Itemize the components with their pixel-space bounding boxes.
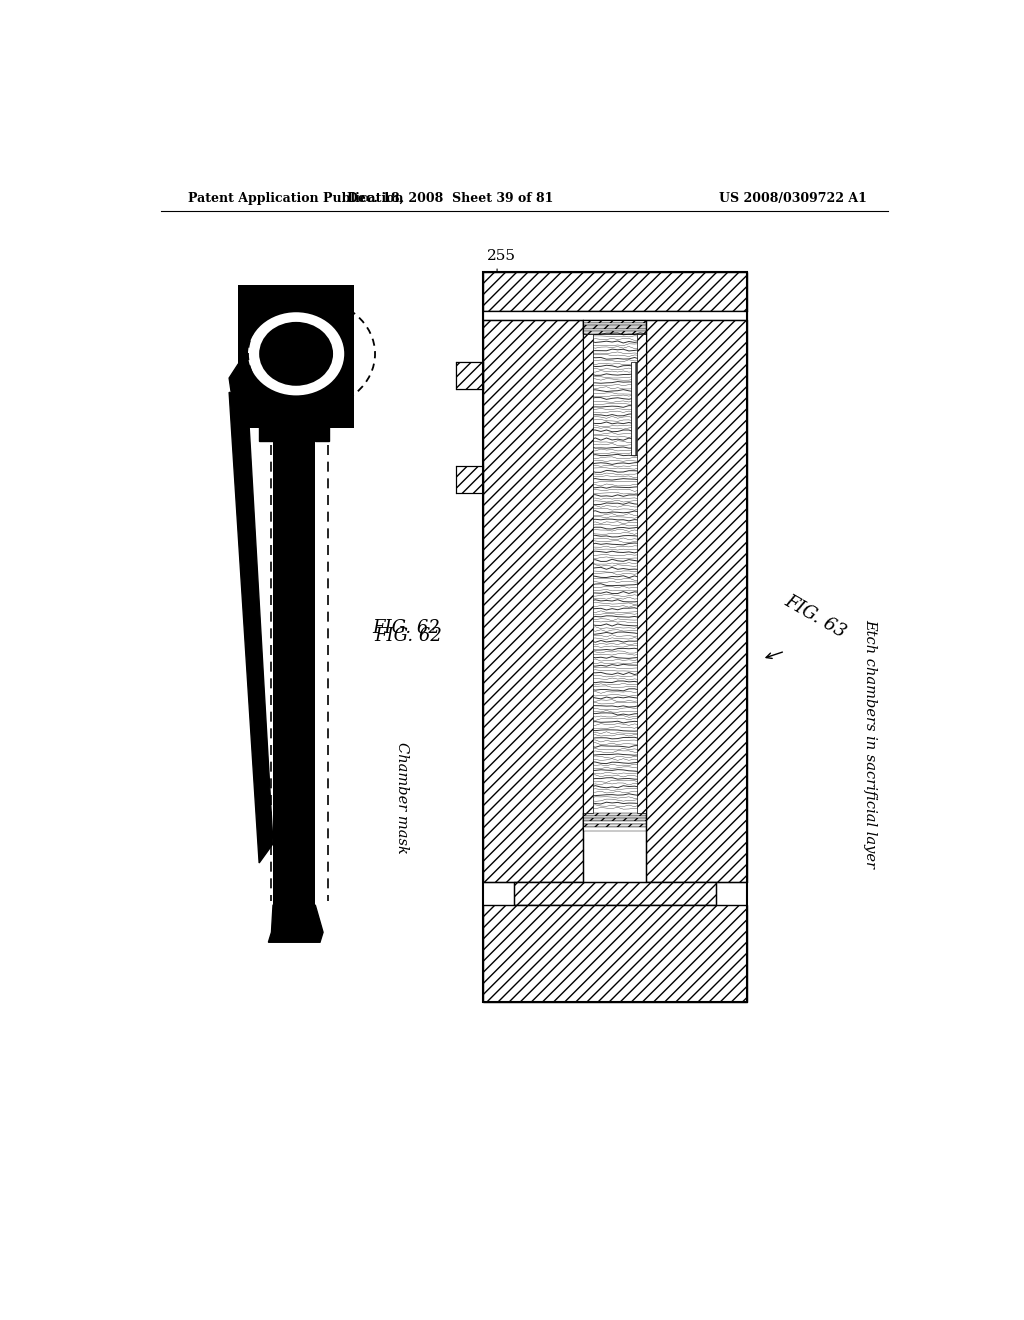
Polygon shape bbox=[229, 392, 273, 863]
Bar bbox=[315, 424, 330, 441]
Bar bbox=[584, 331, 646, 334]
Bar bbox=[646, 321, 746, 882]
Text: US 2008/0309722 A1: US 2008/0309722 A1 bbox=[719, 191, 866, 205]
Ellipse shape bbox=[259, 322, 333, 385]
Text: Chamber mask: Chamber mask bbox=[395, 742, 410, 854]
Text: FIG. 62: FIG. 62 bbox=[374, 627, 441, 644]
Bar bbox=[584, 813, 646, 816]
Bar bbox=[483, 312, 746, 321]
Bar bbox=[584, 334, 646, 813]
Bar bbox=[483, 272, 746, 1002]
Bar bbox=[273, 420, 315, 906]
Bar bbox=[584, 334, 593, 813]
Text: 255: 255 bbox=[487, 249, 516, 263]
Polygon shape bbox=[229, 364, 243, 428]
Bar bbox=[584, 821, 646, 824]
Bar bbox=[637, 334, 646, 813]
Polygon shape bbox=[268, 906, 323, 942]
Bar bbox=[584, 326, 646, 329]
Bar bbox=[631, 363, 646, 455]
Bar bbox=[239, 285, 354, 428]
Bar bbox=[584, 321, 646, 323]
Text: FIG. 62: FIG. 62 bbox=[373, 619, 440, 638]
Bar bbox=[483, 906, 746, 1002]
Bar bbox=[584, 816, 646, 818]
Bar bbox=[584, 826, 646, 830]
Text: Dec. 18, 2008  Sheet 39 of 81: Dec. 18, 2008 Sheet 39 of 81 bbox=[347, 191, 553, 205]
Text: Patent Application Publication: Patent Application Publication bbox=[188, 191, 403, 205]
Bar bbox=[584, 329, 646, 331]
Bar bbox=[514, 882, 716, 906]
Ellipse shape bbox=[248, 313, 344, 396]
Bar bbox=[584, 323, 646, 326]
Text: FIG. 63: FIG. 63 bbox=[781, 591, 849, 642]
Bar bbox=[483, 321, 584, 882]
Text: Etch chambers in sacrificial layer: Etch chambers in sacrificial layer bbox=[863, 619, 877, 869]
Bar bbox=[457, 466, 483, 494]
Bar bbox=[584, 824, 646, 826]
Bar bbox=[457, 363, 483, 389]
Bar bbox=[584, 818, 646, 821]
Bar bbox=[259, 424, 273, 441]
Bar bbox=[483, 272, 746, 312]
Bar bbox=[457, 363, 483, 389]
